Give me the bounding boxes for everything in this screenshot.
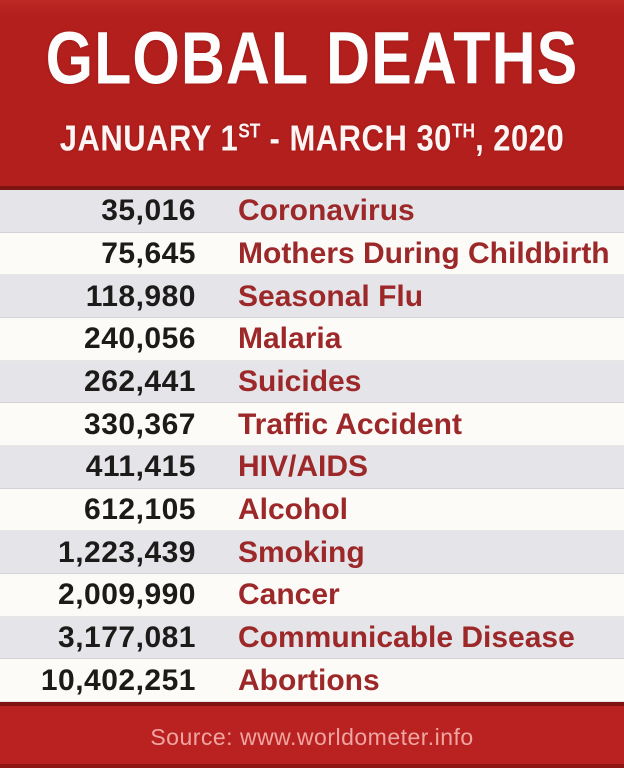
cause-cell: Traffic Accident — [238, 407, 462, 441]
death-count-cell: 75,645 — [101, 237, 196, 270]
death-count-cell: 330,367 — [84, 407, 196, 441]
date-range-part: JANUARY 1 — [59, 117, 239, 159]
date-range-part: , 2020 — [475, 117, 565, 159]
cause-cell: HIV/AIDS — [238, 450, 369, 484]
cause-cell: Alcohol — [238, 493, 348, 527]
death-count-cell: 118,980 — [85, 279, 196, 313]
death-count-cell: 10,402,251 — [40, 663, 196, 697]
cause-cell: Malaria — [238, 322, 342, 356]
table-row: 10,402,251 Abortions — [0, 659, 624, 703]
date-range-part: - MARCH 30 — [260, 117, 452, 159]
table-row: 1,223,439 Smoking — [0, 531, 624, 575]
table-row: 2,009,990 Cancer — [0, 574, 624, 617]
death-count-cell: 240,056 — [84, 322, 196, 356]
date-range-subtitle: JANUARY 1ST - MARCH 30TH, 2020 — [60, 115, 565, 167]
death-count-cell: 2,009,990 — [58, 578, 196, 612]
deaths-table: 35,016 Coronavirus 75,645 Mothers During… — [0, 190, 624, 703]
death-count-cell: 262,441 — [84, 365, 196, 399]
page-title: GLOBAL DEATHS — [45, 16, 579, 100]
table-row: 330,367 Traffic Accident — [0, 403, 624, 447]
cause-cell: Seasonal Flu — [238, 279, 424, 313]
death-count-cell: 3,177,081 — [58, 621, 196, 655]
table-row: 3,177,081 Communicable Disease — [0, 616, 624, 660]
cause-cell: Abortions — [238, 663, 380, 697]
table-row: 262,441 Suicides — [0, 360, 624, 404]
cause-cell: Communicable Disease — [238, 621, 575, 655]
death-count-cell: 612,105 — [84, 493, 196, 527]
death-count-cell: 411,415 — [85, 450, 196, 484]
table-row: 75,645 Mothers During Childbirth — [0, 232, 624, 276]
ordinal-superscript: TH — [451, 118, 476, 143]
table-row: 35,016 Coronavirus — [0, 190, 624, 233]
ordinal-superscript: ST — [238, 118, 261, 143]
cause-cell: Coronavirus — [238, 194, 415, 228]
death-count-cell: 35,016 — [101, 194, 196, 228]
header-banner: GLOBAL DEATHS JANUARY 1ST - MARCH 30TH, … — [0, 0, 624, 190]
table-row: 612,105 Alcohol — [0, 488, 624, 532]
death-count-cell: 1,223,439 — [58, 535, 196, 569]
cause-cell: Suicides — [238, 365, 362, 399]
cause-cell: Cancer — [238, 578, 340, 612]
cause-cell: Smoking — [238, 535, 365, 569]
cause-cell: Mothers During Childbirth — [238, 237, 610, 270]
footer-banner: Source: www.worldometer.info — [0, 702, 624, 768]
source-text: Source: www.worldometer.info — [150, 723, 474, 750]
table-row: 240,056 Malaria — [0, 318, 624, 361]
table-row: 118,980 Seasonal Flu — [0, 275, 624, 319]
table-row: 411,415 HIV/AIDS — [0, 446, 624, 489]
